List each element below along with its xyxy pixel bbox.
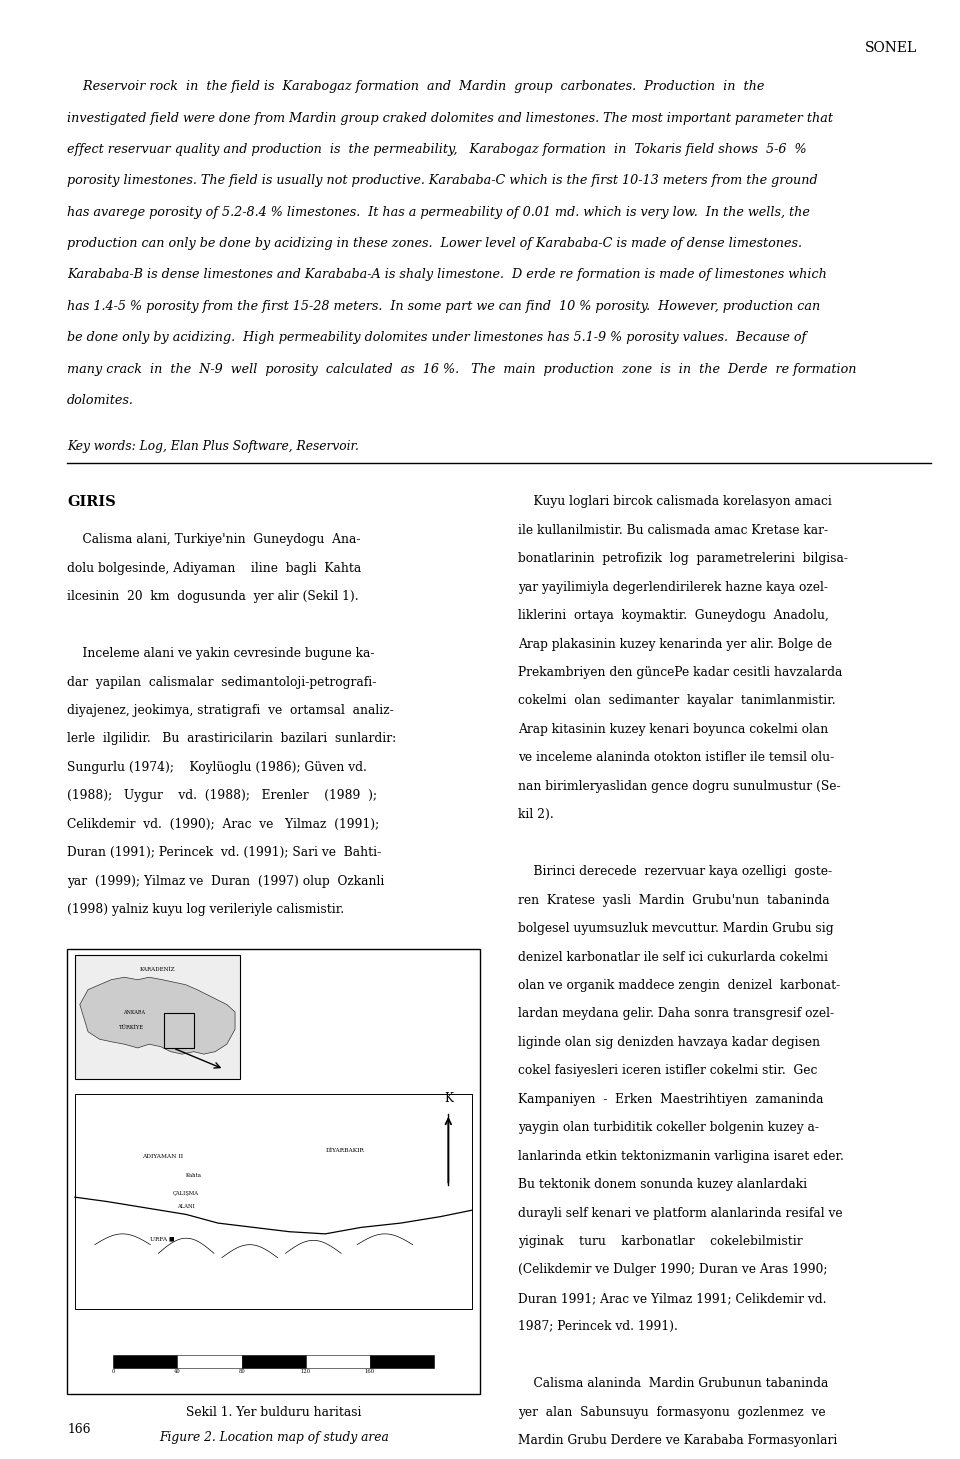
Text: Key words: Log, Elan Plus Software, Reservoir.: Key words: Log, Elan Plus Software, Rese… bbox=[67, 441, 359, 452]
Text: Sungurlu (1974);    Koylüoglu (1986); Güven vd.: Sungurlu (1974); Koylüoglu (1986); Güven… bbox=[67, 762, 367, 773]
Text: Prekambriyen den güncePe kadar cesitli havzalarda: Prekambriyen den güncePe kadar cesitli h… bbox=[518, 667, 843, 678]
Text: (1988);   Uygur    vd.  (1988);   Erenler    (1989  );: (1988); Uygur vd. (1988); Erenler (1989 … bbox=[67, 789, 377, 802]
Text: production can only be done by acidizing in these zones.  Lower level of Karabab: production can only be done by acidizing… bbox=[67, 236, 803, 249]
Text: TÜRKİYE: TÜRKİYE bbox=[118, 1026, 144, 1030]
Text: (Celikdemir ve Dulger 1990; Duran ve Aras 1990;: (Celikdemir ve Dulger 1990; Duran ve Ara… bbox=[518, 1263, 828, 1277]
Text: Arap plakasinin kuzey kenarinda yer alir. Bolge de: Arap plakasinin kuzey kenarinda yer alir… bbox=[518, 638, 832, 651]
Text: investigated field were done from Mardin group craked dolomites and limestones. : investigated field were done from Mardin… bbox=[67, 111, 833, 124]
Bar bbox=[164, 1013, 194, 1048]
Text: Kahta: Kahta bbox=[186, 1173, 203, 1179]
Text: SONEL: SONEL bbox=[865, 41, 917, 55]
Bar bbox=[242, 1355, 305, 1369]
Text: 40: 40 bbox=[174, 1370, 180, 1374]
Text: dolu bolgesinde, Adiyaman    iline  bagli  Kahta: dolu bolgesinde, Adiyaman iline bagli Ka… bbox=[67, 562, 362, 575]
Text: has avarege porosity of 5.2-8.4 % limestones.  It has a permeability of 0.01 md.: has avarege porosity of 5.2-8.4 % limest… bbox=[67, 206, 810, 219]
Text: ile kullanilmistir. Bu calismada amac Kretase kar-: ile kullanilmistir. Bu calismada amac Kr… bbox=[518, 524, 828, 537]
Text: yar  (1999); Yilmaz ve  Duran  (1997) olup  Ozkanli: yar (1999); Yilmaz ve Duran (1997) olup … bbox=[67, 875, 385, 887]
Text: Inceleme alani ve yakin cevresinde bugune ka-: Inceleme alani ve yakin cevresinde bugun… bbox=[67, 648, 374, 659]
Text: ALANI: ALANI bbox=[178, 1204, 195, 1208]
Text: dolomites.: dolomites. bbox=[67, 394, 134, 407]
Text: Reservoir rock  in  the field is  Karabogaz formation  and  Mardin  group  carbo: Reservoir rock in the field is Karabogaz… bbox=[67, 80, 764, 93]
Text: durayli self kenari ve platform alanlarinda resifal ve: durayli self kenari ve platform alanlari… bbox=[518, 1207, 843, 1220]
Bar bbox=[305, 1355, 370, 1369]
Text: lerle  ilgilidir.   Bu  arastiricilarin  bazilari  sunlardir:: lerle ilgilidir. Bu arastiricilarin bazi… bbox=[67, 732, 396, 746]
Text: effect reservuar quality and production  is  the permeability,   Karabogaz forma: effect reservuar quality and production … bbox=[67, 143, 806, 156]
Text: lardan meydana gelir. Daha sonra transgresif ozel-: lardan meydana gelir. Daha sonra transgr… bbox=[518, 1008, 834, 1020]
Text: many crack  in  the  N-9  well  porosity  calculated  as  16 %.   The  main  pro: many crack in the N-9 well porosity calc… bbox=[67, 362, 856, 375]
Text: Birinci derecede  rezervuar kaya ozelligi  goste-: Birinci derecede rezervuar kaya ozelligi… bbox=[518, 865, 832, 878]
Text: 1987; Perincek vd. 1991).: 1987; Perincek vd. 1991). bbox=[518, 1320, 679, 1334]
Text: 160: 160 bbox=[365, 1370, 374, 1374]
Text: liginde olan sig denizden havzaya kadar degisen: liginde olan sig denizden havzaya kadar … bbox=[518, 1036, 821, 1049]
Text: dar  yapilan  calismalar  sedimantoloji-petrografi-: dar yapilan calismalar sedimantoloji-pet… bbox=[67, 676, 376, 689]
Text: ADIYAMAN II: ADIYAMAN II bbox=[142, 1154, 182, 1158]
Text: denizel karbonatlar ile self ici cukurlarda cokelmi: denizel karbonatlar ile self ici cukurla… bbox=[518, 951, 828, 963]
Text: be done only by acidizing.  High permeability dolomites under limestones has 5.1: be done only by acidizing. High permeabi… bbox=[67, 331, 806, 344]
Text: diyajenez, jeokimya, stratigrafi  ve  ortamsal  analiz-: diyajenez, jeokimya, stratigrafi ve orta… bbox=[67, 705, 394, 716]
Text: Sekil 1. Yer bulduru haritasi: Sekil 1. Yer bulduru haritasi bbox=[186, 1406, 361, 1418]
Text: kil 2).: kil 2). bbox=[518, 808, 554, 821]
Bar bbox=[67, 950, 480, 1395]
Text: cokelmi  olan  sedimanter  kayalar  tanimlanmistir.: cokelmi olan sedimanter kayalar tanimlan… bbox=[518, 694, 836, 708]
Text: ANKARA: ANKARA bbox=[123, 1011, 145, 1015]
Text: 80: 80 bbox=[238, 1370, 245, 1374]
Text: Kampaniyen  -  Erken  Maestrihtiyen  zamaninda: Kampaniyen - Erken Maestrihtiyen zamanin… bbox=[518, 1093, 824, 1106]
Text: URFA ■: URFA ■ bbox=[150, 1236, 175, 1242]
Bar bbox=[75, 956, 240, 1080]
Text: Karababa-B is dense limestones and Karababa-A is shaly limestone.  D erde re for: Karababa-B is dense limestones and Karab… bbox=[67, 268, 828, 282]
Text: Calisma alaninda  Mardin Grubunun tabaninda: Calisma alaninda Mardin Grubunun tabanin… bbox=[518, 1377, 828, 1390]
Text: (1998) yalniz kuyu log verileriyle calismistir.: (1998) yalniz kuyu log verileriyle calis… bbox=[67, 903, 345, 916]
Text: bolgesel uyumsuzluk mevcuttur. Mardin Grubu sig: bolgesel uyumsuzluk mevcuttur. Mardin Gr… bbox=[518, 922, 834, 935]
Bar bbox=[75, 1094, 472, 1310]
Text: Celikdemir  vd.  (1990);  Arac  ve   Yilmaz  (1991);: Celikdemir vd. (1990); Arac ve Yilmaz (1… bbox=[67, 818, 379, 830]
Text: yiginak    turu    karbonatlar    cokelebilmistir: yiginak turu karbonatlar cokelebilmistir bbox=[518, 1236, 803, 1247]
Text: Arap kitasinin kuzey kenari boyunca cokelmi olan: Arap kitasinin kuzey kenari boyunca coke… bbox=[518, 724, 828, 735]
Text: yar yayilimiyla degerlendirilerek hazne kaya ozel-: yar yayilimiyla degerlendirilerek hazne … bbox=[518, 581, 828, 594]
Polygon shape bbox=[80, 978, 235, 1055]
Text: ve inceleme alaninda otokton istifler ile temsil olu-: ve inceleme alaninda otokton istifler il… bbox=[518, 751, 834, 765]
Text: DİYARBAKIR: DİYARBAKIR bbox=[325, 1148, 365, 1153]
Bar bbox=[178, 1355, 242, 1369]
Text: ÇALIŞMA: ÇALIŞMA bbox=[173, 1191, 199, 1196]
Text: K: K bbox=[444, 1093, 453, 1106]
Text: ren  Kratese  yasli  Mardin  Grubu'nun  tabaninda: ren Kratese yasli Mardin Grubu'nun taban… bbox=[518, 894, 830, 906]
Text: 166: 166 bbox=[67, 1423, 90, 1436]
Text: 0: 0 bbox=[111, 1370, 115, 1374]
Text: cokel fasiyesleri iceren istifler cokelmi stir.  Gec: cokel fasiyesleri iceren istifler cokelm… bbox=[518, 1065, 818, 1077]
Text: Kuyu loglari bircok calismada korelasyon amaci: Kuyu loglari bircok calismada korelasyon… bbox=[518, 496, 832, 508]
Text: Figure 2. Location map of study area: Figure 2. Location map of study area bbox=[158, 1431, 389, 1443]
Text: bonatlarinin  petrofizik  log  parametrelerini  bilgisa-: bonatlarinin petrofizik log parametreler… bbox=[518, 553, 849, 565]
Text: Duran 1991; Arac ve Yilmaz 1991; Celikdemir vd.: Duran 1991; Arac ve Yilmaz 1991; Celikde… bbox=[518, 1293, 827, 1304]
Text: lanlarinda etkin tektonizmanin varligina isaret eder.: lanlarinda etkin tektonizmanin varligina… bbox=[518, 1150, 844, 1163]
Text: Bu tektonik donem sonunda kuzey alanlardaki: Bu tektonik donem sonunda kuzey alanlard… bbox=[518, 1179, 807, 1191]
Text: yaygin olan turbiditik cokeller bolgenin kuzey a-: yaygin olan turbiditik cokeller bolgenin… bbox=[518, 1122, 820, 1134]
Text: porosity limestones. The field is usually not productive. Karababa-C which is th: porosity limestones. The field is usuall… bbox=[67, 174, 818, 187]
Text: liklerini  ortaya  koymaktir.  Guneydogu  Anadolu,: liklerini ortaya koymaktir. Guneydogu An… bbox=[518, 610, 829, 622]
Text: has 1.4-5 % porosity from the first 15-28 meters.  In some part we can find  10 : has 1.4-5 % porosity from the first 15-2… bbox=[67, 299, 821, 312]
Text: yer  alan  Sabunsuyu  formasyonu  gozlenmez  ve: yer alan Sabunsuyu formasyonu gozlenmez … bbox=[518, 1406, 826, 1418]
Text: 120: 120 bbox=[300, 1370, 311, 1374]
Text: KARADENİZ: KARADENİZ bbox=[139, 967, 176, 972]
Text: GIRIS: GIRIS bbox=[67, 496, 116, 509]
Bar bbox=[113, 1355, 178, 1369]
Text: Mardin Grubu Derdere ve Karababa Formasyonlari: Mardin Grubu Derdere ve Karababa Formasy… bbox=[518, 1434, 838, 1447]
Text: Duran (1991); Perincek  vd. (1991); Sari ve  Bahti-: Duran (1991); Perincek vd. (1991); Sari … bbox=[67, 846, 381, 859]
Text: ilcesinin  20  km  dogusunda  yer alir (Sekil 1).: ilcesinin 20 km dogusunda yer alir (Seki… bbox=[67, 591, 359, 603]
Text: nan birimleryaslidan gence dogru sunulmustur (Se-: nan birimleryaslidan gence dogru sunulmu… bbox=[518, 781, 841, 792]
Text: olan ve organik maddece zengin  denizel  karbonat-: olan ve organik maddece zengin denizel k… bbox=[518, 979, 841, 992]
Bar bbox=[370, 1355, 434, 1369]
Text: Calisma alani, Turkiye'nin  Guneydogu  Ana-: Calisma alani, Turkiye'nin Guneydogu Ana… bbox=[67, 534, 361, 546]
